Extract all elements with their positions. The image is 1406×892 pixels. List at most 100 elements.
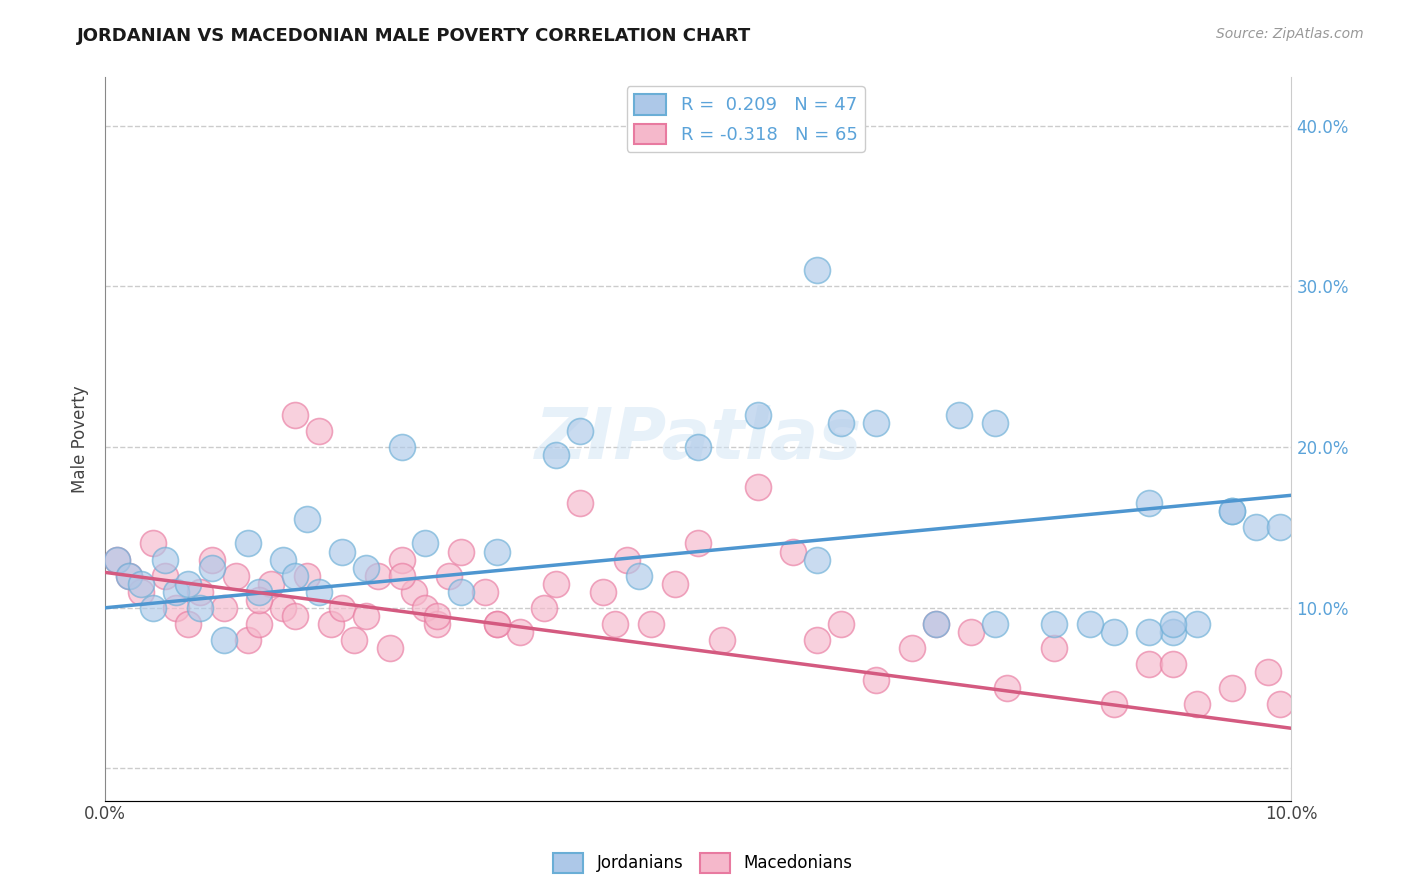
Point (1220, 504, 1243, 518)
Point (332, 600, 354, 615)
Point (1185, 616, 1208, 631)
Point (188, 600, 211, 615)
Point (105, 552, 128, 566)
Point (249, 616, 271, 631)
Point (295, 512, 318, 526)
Point (627, 568, 650, 582)
Point (153, 552, 176, 566)
Point (568, 424, 591, 438)
Point (332, 544, 354, 558)
Point (105, 552, 128, 566)
Point (605, 616, 627, 631)
Point (485, 616, 508, 631)
Point (1137, 657, 1160, 671)
Point (201, 552, 224, 566)
Text: ZIPatlas: ZIPatlas (534, 405, 862, 474)
Point (236, 536, 259, 550)
Point (568, 496, 591, 510)
Point (711, 632, 734, 647)
Point (544, 576, 567, 591)
Point (271, 552, 294, 566)
Point (485, 544, 508, 558)
Y-axis label: Male Poverty: Male Poverty (72, 385, 89, 493)
Point (1257, 665, 1279, 679)
Point (901, 640, 924, 655)
Point (1268, 697, 1291, 711)
Point (1161, 657, 1184, 671)
Point (249, 592, 271, 607)
Point (616, 552, 638, 566)
Point (319, 616, 342, 631)
Point (295, 568, 318, 582)
Point (118, 568, 141, 582)
Point (782, 544, 804, 558)
Legend: Jordanians, Macedonians: Jordanians, Macedonians (547, 847, 859, 880)
Point (129, 584, 152, 599)
Point (747, 408, 769, 422)
Text: Source: ZipAtlas.com: Source: ZipAtlas.com (1216, 27, 1364, 41)
Point (212, 600, 235, 615)
Point (201, 560, 224, 574)
Point (485, 616, 508, 631)
Point (343, 632, 366, 647)
Point (426, 608, 449, 623)
Point (236, 632, 259, 647)
Point (995, 681, 1018, 695)
Point (1078, 616, 1101, 631)
Point (533, 600, 555, 615)
Point (640, 616, 662, 631)
Point (165, 600, 187, 615)
Point (354, 560, 377, 574)
Point (177, 576, 200, 591)
Point (688, 536, 710, 550)
Legend: R =  0.209   N = 47, R = -0.318   N = 65: R = 0.209 N = 47, R = -0.318 N = 65 (627, 87, 865, 152)
Point (450, 544, 472, 558)
Point (1161, 616, 1184, 631)
Point (830, 616, 852, 631)
Point (402, 584, 425, 599)
Point (806, 552, 828, 566)
Point (806, 263, 828, 277)
Point (1268, 520, 1291, 534)
Point (426, 616, 449, 631)
Point (284, 568, 307, 582)
Point (450, 584, 472, 599)
Point (142, 536, 165, 550)
Point (474, 584, 496, 599)
Point (391, 440, 413, 454)
Point (129, 576, 152, 591)
Point (948, 408, 970, 422)
Point (1043, 640, 1066, 655)
Point (142, 600, 165, 615)
Point (188, 584, 211, 599)
Point (284, 608, 307, 623)
Point (177, 616, 200, 631)
Point (865, 673, 887, 687)
Point (1043, 616, 1066, 631)
Point (212, 632, 235, 647)
Point (391, 568, 413, 582)
Point (924, 616, 946, 631)
Point (960, 624, 983, 639)
Point (249, 584, 271, 599)
Point (1137, 624, 1160, 639)
Point (153, 568, 176, 582)
Point (271, 600, 294, 615)
Point (664, 576, 686, 591)
Point (439, 568, 461, 582)
Point (865, 416, 887, 430)
Point (984, 416, 1007, 430)
Point (688, 440, 710, 454)
Point (806, 632, 828, 647)
Point (509, 624, 531, 639)
Point (415, 536, 437, 550)
Point (592, 584, 614, 599)
Point (1102, 697, 1125, 711)
Point (984, 616, 1007, 631)
Point (415, 600, 437, 615)
Point (1102, 624, 1125, 639)
Point (924, 616, 946, 631)
Point (1244, 520, 1267, 534)
Point (260, 576, 283, 591)
Point (378, 640, 401, 655)
